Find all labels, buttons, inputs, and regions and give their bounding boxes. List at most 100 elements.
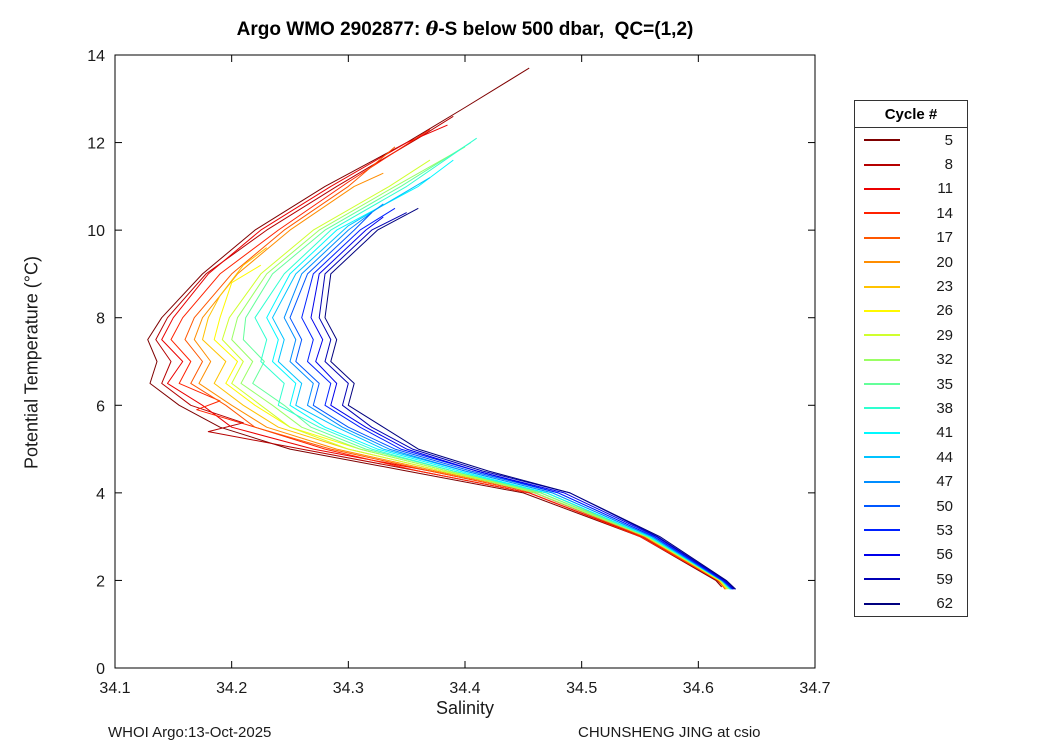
legend-label: 5: [944, 131, 953, 149]
legend-entry: 5: [855, 128, 967, 152]
series-line-cycle-56: [310, 216, 734, 590]
y-tick-label: 8: [96, 311, 105, 328]
legend-entry: 8: [855, 152, 967, 176]
legend-label: 14: [936, 204, 953, 222]
y-tick-label: 12: [87, 136, 105, 153]
legend-label: 50: [936, 497, 953, 515]
legend-label: 29: [936, 326, 953, 344]
legend-entry: 59: [855, 567, 967, 591]
legend-label: 11: [937, 180, 953, 198]
legend-title: Cycle #: [855, 101, 967, 128]
y-axis-label: Potential Temperature (°C): [21, 256, 42, 469]
legend-line-swatch: [864, 139, 900, 142]
x-axis-label: Salinity: [435, 698, 495, 718]
legend-label: 59: [936, 570, 953, 588]
y-tick-label: 4: [96, 486, 105, 503]
legend-line-swatch: [864, 187, 900, 190]
legend-line-swatch: [864, 212, 900, 215]
legend-label: 35: [936, 375, 953, 393]
series-line-cycle-20: [193, 172, 727, 590]
legend-line-swatch: [864, 456, 900, 459]
series-line-cycle-47: [283, 203, 733, 590]
series-line-cycle-44: [272, 177, 732, 590]
legend-entry: 35: [855, 372, 967, 396]
y-tick-label: 14: [87, 48, 105, 65]
legend-line-swatch: [864, 529, 900, 532]
x-tick-label: 34.3: [333, 680, 364, 697]
legend-entry: 26: [855, 299, 967, 323]
legend-entry: 53: [855, 518, 967, 542]
legend-line-swatch: [864, 285, 900, 288]
chart-title-prefix: Argo WMO 2902877:: [236, 19, 426, 40]
legend-line-swatch: [864, 163, 900, 166]
x-tick-label: 34.4: [449, 680, 480, 697]
chart-title-suffix: -S below 500 dbar, QC=(1,2): [438, 19, 694, 40]
legend-entry: 38: [855, 396, 967, 420]
legend-line-swatch: [864, 480, 900, 483]
footer-attribution-left: WHOI Argo:13-Oct-2025: [108, 724, 272, 741]
legend-label: 20: [936, 253, 953, 271]
legend-entry: 17: [855, 226, 967, 250]
series-line-cycle-5: [147, 67, 723, 588]
y-tick-label: 10: [87, 223, 105, 240]
legend-entry: 11: [855, 177, 967, 201]
series-line-cycle-8: [155, 115, 725, 588]
y-tick-label: 2: [96, 573, 105, 590]
legend-label: 8: [944, 156, 953, 174]
legend-line-swatch: [864, 407, 900, 410]
chart-title-theta: θ: [425, 18, 439, 40]
legend-label: 38: [936, 399, 953, 417]
legend-entry: 32: [855, 348, 967, 372]
legend-line-swatch: [864, 505, 900, 508]
legend-label: 26: [936, 302, 953, 320]
chart-title: Argo WMO 2902877: θ-S below 500 dbar, QC…: [115, 18, 815, 41]
legend-label: 44: [936, 448, 953, 466]
legend-line-swatch: [864, 261, 900, 264]
legend-label: 23: [936, 278, 953, 296]
legend-entry: 44: [855, 445, 967, 469]
series-line-cycle-32: [231, 146, 730, 590]
legend-entry: 41: [855, 421, 967, 445]
legend-label: 41: [936, 424, 953, 442]
legend-label: 32: [936, 351, 953, 369]
legend-line-swatch: [864, 236, 900, 239]
legend-entry: 62: [855, 591, 967, 615]
legend: Cycle # 5 8 11 14 17 20 23 26 29 32 35 38 41 44 47 50 53…: [854, 100, 968, 617]
legend-line-swatch: [864, 431, 900, 434]
legend-entry: 56: [855, 543, 967, 567]
legend-entry: 23: [855, 274, 967, 298]
y-tick-label: 0: [96, 661, 105, 678]
y-tick-label: 6: [96, 398, 105, 415]
series-line-cycle-11: [161, 124, 726, 590]
x-tick-label: 34.7: [799, 680, 830, 697]
legend-line-swatch: [864, 602, 900, 605]
legend-line-swatch: [864, 334, 900, 337]
x-tick-label: 34.6: [683, 680, 714, 697]
legend-entry: 50: [855, 494, 967, 518]
series-line-cycle-17: [184, 146, 726, 590]
series-line-cycle-35: [242, 142, 731, 590]
legend-line-swatch: [864, 553, 900, 556]
legend-label: 47: [936, 473, 953, 491]
legend-entry: 29: [855, 323, 967, 347]
series-line-cycle-59: [318, 212, 735, 590]
legend-line-swatch: [864, 358, 900, 361]
legend-line-swatch: [864, 383, 900, 386]
legend-label: 62: [936, 595, 953, 613]
series-line-cycle-14: [170, 128, 725, 588]
legend-entry: 14: [855, 201, 967, 225]
footer-attribution-right: CHUNSHENG JING at csio: [578, 724, 761, 741]
x-tick-label: 34.5: [566, 680, 597, 697]
legend-label: 56: [936, 546, 953, 564]
legend-entries: 5 8 11 14 17 20 23 26 29 32 35 38 41 44 47 50 53 56 59 62: [855, 128, 967, 616]
legend-label: 53: [936, 521, 953, 539]
series-line-cycle-62: [324, 207, 737, 590]
series-line-cycle-41: [266, 159, 732, 590]
legend-entry: 20: [855, 250, 967, 274]
x-tick-label: 34.1: [99, 680, 130, 697]
legend-entry: 47: [855, 469, 967, 493]
series-line-cycle-53: [301, 207, 734, 590]
legend-line-swatch: [864, 309, 900, 312]
